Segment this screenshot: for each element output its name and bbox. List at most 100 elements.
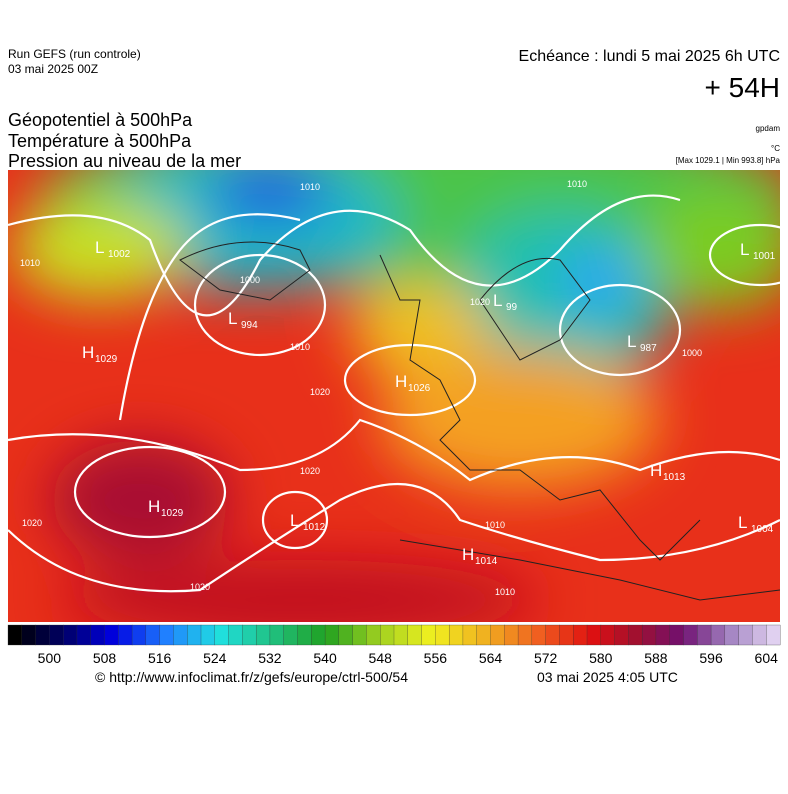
colorbar-swatch [311, 624, 326, 646]
center-value: 1001 [753, 251, 776, 262]
colorbar-swatch [145, 624, 161, 646]
center-kind: H [82, 343, 94, 362]
colorbar-tick-label: 564 [479, 650, 503, 666]
colorbar-swatch [242, 624, 257, 646]
colorbar-tick-label: 580 [589, 650, 613, 666]
run-label: Run GEFS (run controle) [8, 47, 141, 61]
center-value: 1029 [161, 508, 184, 519]
colorbar-swatch [559, 624, 574, 646]
center-value: 1002 [108, 249, 131, 260]
colorbar-swatch [21, 624, 37, 646]
colorbar-swatch [614, 624, 629, 646]
unit: gpdam [756, 124, 781, 133]
colorbar-tick-label: 516 [148, 650, 172, 666]
isobar-label: 1020 [190, 582, 210, 592]
center-value: 994 [241, 320, 258, 331]
center-kind: H [395, 372, 407, 391]
colorbar-tick-label: 548 [369, 650, 393, 666]
colorbar-swatch [448, 624, 464, 646]
colorbar-swatch [766, 624, 781, 646]
colorbar-swatch [283, 624, 298, 646]
isobar-label: 1010 [20, 258, 40, 268]
colorbar-swatch [255, 624, 271, 646]
colorbar-swatch [118, 624, 133, 646]
colorbar-swatch [62, 624, 78, 646]
center-kind: L [493, 291, 502, 310]
center-kind: H [462, 545, 474, 564]
center-value: 1012 [303, 522, 326, 533]
isobar-label: 1010 [495, 587, 515, 597]
colorbar-swatch [421, 624, 436, 646]
center-value: 99 [506, 302, 518, 313]
colorbar-swatch [380, 624, 395, 646]
colorbar-swatch [76, 624, 92, 646]
colorbar-swatch [669, 624, 684, 646]
colorbar-swatch [462, 624, 478, 646]
isobar-label: 1010 [485, 520, 505, 530]
colorbar-tick-label: 500 [38, 650, 62, 666]
colorbar-swatch [490, 624, 505, 646]
colorbar-swatch [338, 624, 354, 646]
colorbar-swatch [393, 624, 409, 646]
colorbar-swatch [504, 624, 519, 646]
colorbar-swatch [683, 624, 698, 646]
title: Pression au niveau de la mer [8, 151, 241, 171]
isobar-labels: 1010 1020 1000 1010 1020 1020 1020 1010 1010 1000… [20, 179, 702, 597]
unit: [Max 1029.1 | Min 993.8] hPa [676, 156, 781, 165]
colorbar-swatch [710, 624, 726, 646]
valid-time: Echéance : lundi 5 mai 2025 6h UTC [519, 48, 780, 65]
center-kind: H [148, 497, 160, 516]
title: Température à 500hPa [8, 131, 192, 151]
center-value: 1014 [475, 556, 498, 567]
colorbar-tick-label: 604 [755, 650, 779, 666]
colorbar-swatch [35, 624, 50, 646]
colorbar-swatch [697, 624, 712, 646]
colorbar-tick-label: 572 [534, 650, 558, 666]
colorbar-swatch [49, 624, 64, 646]
center-kind: L [740, 240, 749, 259]
colorbar-swatch [352, 624, 367, 646]
map [8, 170, 780, 622]
colorbar-swatch [407, 624, 423, 646]
colorbar-tick-label: 596 [699, 650, 723, 666]
footer-url: © http://www.infoclimat.fr/z/gefs/europe… [95, 669, 408, 685]
center-value: 1026 [408, 383, 431, 394]
colorbar-tick-label: 508 [93, 650, 117, 666]
isobar-label: 1020 [470, 297, 490, 307]
title: Géopotentiel à 500hPa [8, 110, 193, 130]
colorbar-swatch [573, 624, 588, 646]
isobar-label: 1010 [300, 182, 320, 192]
colorbar-swatch [655, 624, 671, 646]
colorbar-swatch [214, 624, 230, 646]
colorbar-tick-label: 556 [424, 650, 448, 666]
isobar-label: 1020 [310, 387, 330, 397]
center-value: 1013 [663, 472, 686, 483]
unit: °C [771, 144, 780, 153]
center-value: 987 [640, 343, 657, 354]
colorbar-swatch [586, 624, 602, 646]
colorbar-tick-label: 588 [644, 650, 668, 666]
colorbar-swatch [628, 624, 643, 646]
footer-issued: 03 mai 2025 4:05 UTC [537, 669, 678, 685]
colorbar-tick-label: 524 [203, 650, 227, 666]
colorbar-swatch [724, 624, 740, 646]
center-kind: H [650, 461, 662, 480]
center-value: 1004 [751, 524, 774, 535]
colorbar-swatch [297, 624, 312, 646]
center-kind: L [290, 511, 299, 530]
center-kind: L [738, 513, 747, 532]
colorbar-swatch [545, 624, 560, 646]
run-date: 03 mai 2025 00Z [8, 62, 98, 76]
colorbar-swatch [7, 624, 23, 646]
colorbar-swatch [131, 624, 147, 646]
colorbar-tick-label: 540 [313, 650, 337, 666]
isobar-label: 1020 [300, 466, 320, 476]
colorbar-swatch [159, 624, 174, 646]
colorbar-swatch [228, 624, 243, 646]
center-kind: L [627, 332, 636, 351]
colorbar-tick-label: 532 [258, 650, 282, 666]
colorbar-swatch [641, 624, 657, 646]
colorbar-swatch [187, 624, 202, 646]
